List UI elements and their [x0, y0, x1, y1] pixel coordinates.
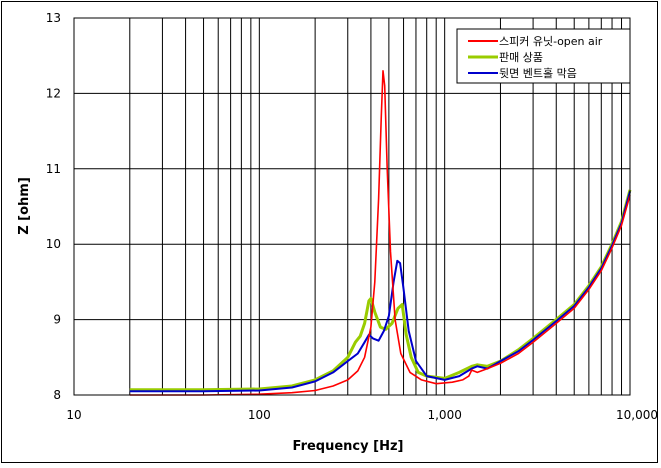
legend-label-open-air: 스피커 유닛-open air	[499, 35, 603, 48]
x-tick-label: 100	[248, 408, 271, 422]
legend-label-retail: 판매 상품	[499, 51, 543, 64]
y-tick-label: 11	[46, 162, 61, 176]
legend: 스피커 유닛-open air 판매 상품 뒷면 벤트홀 막음	[456, 28, 631, 84]
data-series	[129, 70, 632, 396]
y-tick-label: 10	[46, 237, 61, 251]
x-axis-ticks: 10 100 1,000 10,000	[66, 408, 658, 422]
plot-area-border	[73, 17, 631, 396]
y-axis-title: Z [ohm]	[17, 177, 32, 235]
y-axis-ticks: 8 9 10 11 12 13	[46, 11, 61, 402]
series-open-air	[129, 70, 631, 396]
x-tick-label: 10,000	[616, 408, 658, 422]
series-vent-blocked	[129, 191, 631, 393]
x-axis-title: Frequency [Hz]	[293, 439, 404, 454]
x-tick-label: 1,000	[427, 408, 461, 422]
y-tick-label: 13	[46, 11, 61, 25]
y-tick-label: 9	[53, 313, 61, 327]
legend-label-vent-blocked: 뒷면 벤트홀 막음	[499, 67, 577, 80]
series-retail-product	[129, 189, 632, 392]
y-tick-label: 12	[46, 86, 61, 100]
y-tick-label: 8	[53, 388, 61, 402]
x-tick-label: 10	[66, 408, 81, 422]
